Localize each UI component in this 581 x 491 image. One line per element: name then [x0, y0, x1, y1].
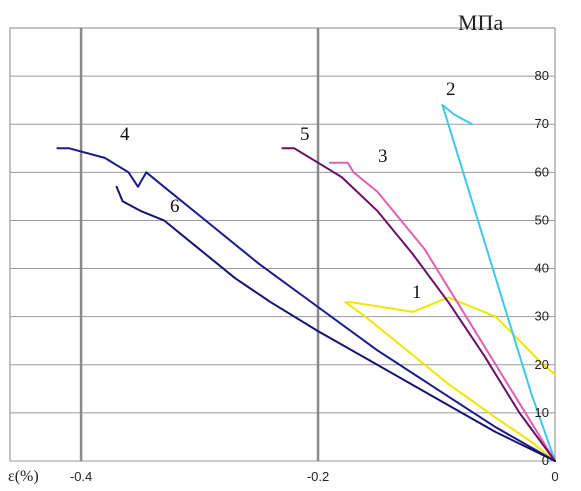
series-layer [56, 104, 556, 462]
y-tick-label: 60 [535, 164, 549, 179]
y-tick-label: 20 [535, 357, 549, 372]
x-tick-label: -0.4 [70, 469, 92, 484]
y-tick-label: 70 [535, 116, 549, 131]
series-line-6 [115, 185, 556, 462]
x-tick-label: -0.2 [307, 469, 329, 484]
x-tick-label: 0 [551, 469, 558, 484]
series-line-1 [344, 296, 556, 462]
tick-labels: 0 10 20 30 40 50 60 70 80 -0.4 -0.2 0 [70, 68, 559, 484]
y-unit-label: МПа [458, 10, 503, 35]
series-label-2: 2 [446, 79, 456, 100]
series-label-5: 5 [300, 124, 310, 145]
y-tick-label: 0 [542, 453, 549, 468]
y-tick-label: 50 [535, 212, 549, 227]
y-tick-label: 80 [535, 68, 549, 83]
x-axis-label: ε(%) [8, 468, 39, 485]
y-tick-label: 40 [535, 261, 549, 276]
series-label-4: 4 [120, 124, 130, 145]
series-labels: 1 2 3 4 5 6 [120, 79, 456, 303]
series-line-5 [281, 147, 556, 462]
series-line-4 [56, 147, 556, 462]
series-label-6: 6 [170, 196, 180, 217]
series-label-3: 3 [378, 146, 388, 167]
series-line-3 [328, 161, 556, 462]
y-tick-label: 10 [535, 405, 549, 420]
series-label-1: 1 [412, 282, 422, 303]
y-tick-label: 30 [535, 309, 549, 324]
series-line-2 [441, 104, 556, 462]
